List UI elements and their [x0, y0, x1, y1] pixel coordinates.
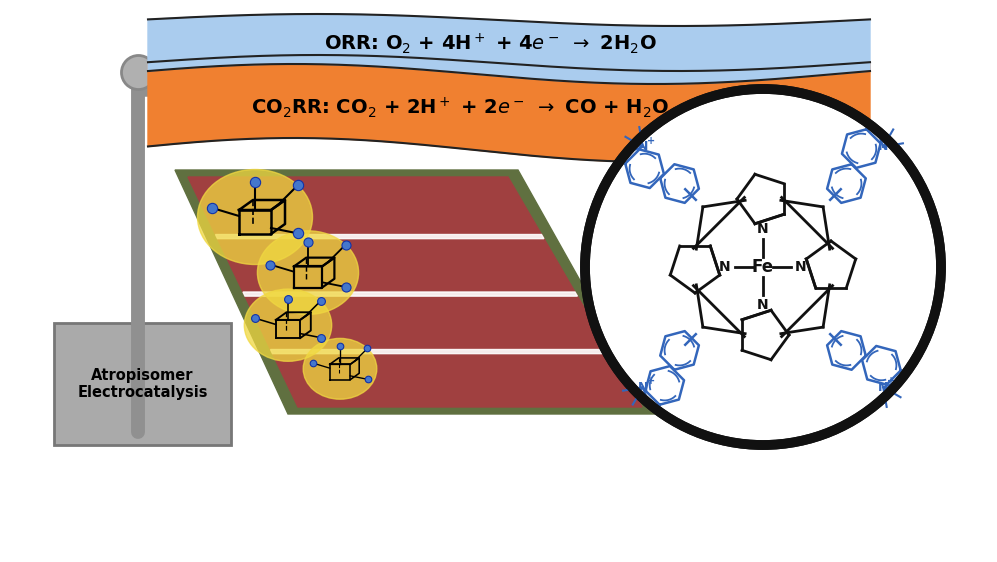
Text: Atropisomer
Electrocatalysis: Atropisomer Electrocatalysis: [77, 368, 207, 400]
Polygon shape: [188, 177, 642, 407]
Point: [247, 178, 263, 187]
Polygon shape: [243, 292, 577, 296]
Text: N: N: [719, 260, 731, 274]
Text: Fe: Fe: [752, 258, 774, 276]
Text: N: N: [796, 260, 807, 274]
Point: [300, 237, 316, 246]
Point: [360, 375, 376, 384]
Ellipse shape: [197, 170, 312, 265]
Point: [290, 229, 306, 238]
Point: [204, 203, 220, 212]
Polygon shape: [148, 14, 870, 84]
Ellipse shape: [303, 338, 377, 399]
Ellipse shape: [244, 289, 332, 361]
Text: N: N: [638, 380, 648, 394]
Polygon shape: [215, 234, 544, 239]
Point: [338, 283, 354, 292]
Point: [338, 240, 354, 249]
Point: [305, 359, 321, 368]
Point: [262, 260, 278, 269]
Point: [313, 333, 329, 342]
Text: N: N: [878, 380, 888, 394]
Point: [332, 342, 348, 351]
Circle shape: [585, 89, 941, 445]
Point: [290, 181, 306, 190]
Polygon shape: [148, 55, 870, 162]
Text: +: +: [887, 376, 895, 386]
Text: N: N: [757, 222, 769, 236]
Text: ORR: O$_2$ + 4H$^+$ + 4$e^-$ $\rightarrow$ 2H$_2$O: ORR: O$_2$ + 4H$^+$ + 4$e^-$ $\rightarro…: [324, 31, 656, 56]
Point: [280, 294, 296, 303]
Point: [130, 67, 146, 76]
Polygon shape: [270, 350, 611, 353]
Text: N: N: [638, 140, 648, 153]
Text: N: N: [878, 140, 888, 153]
Text: +: +: [647, 136, 655, 146]
FancyBboxPatch shape: [54, 323, 231, 445]
Point: [359, 344, 375, 353]
Ellipse shape: [257, 231, 359, 314]
Text: CO$_2$RR: CO$_2$ + 2H$^+$ + 2$e^-$ $\rightarrow$ CO + H$_2$O: CO$_2$RR: CO$_2$ + 2H$^+$ + 2$e^-$ $\rig…: [251, 96, 669, 120]
Text: N: N: [757, 298, 769, 312]
Text: +: +: [887, 136, 895, 146]
Point: [312, 297, 328, 306]
Point: [247, 314, 263, 323]
Text: +: +: [647, 376, 655, 386]
Polygon shape: [175, 170, 655, 414]
